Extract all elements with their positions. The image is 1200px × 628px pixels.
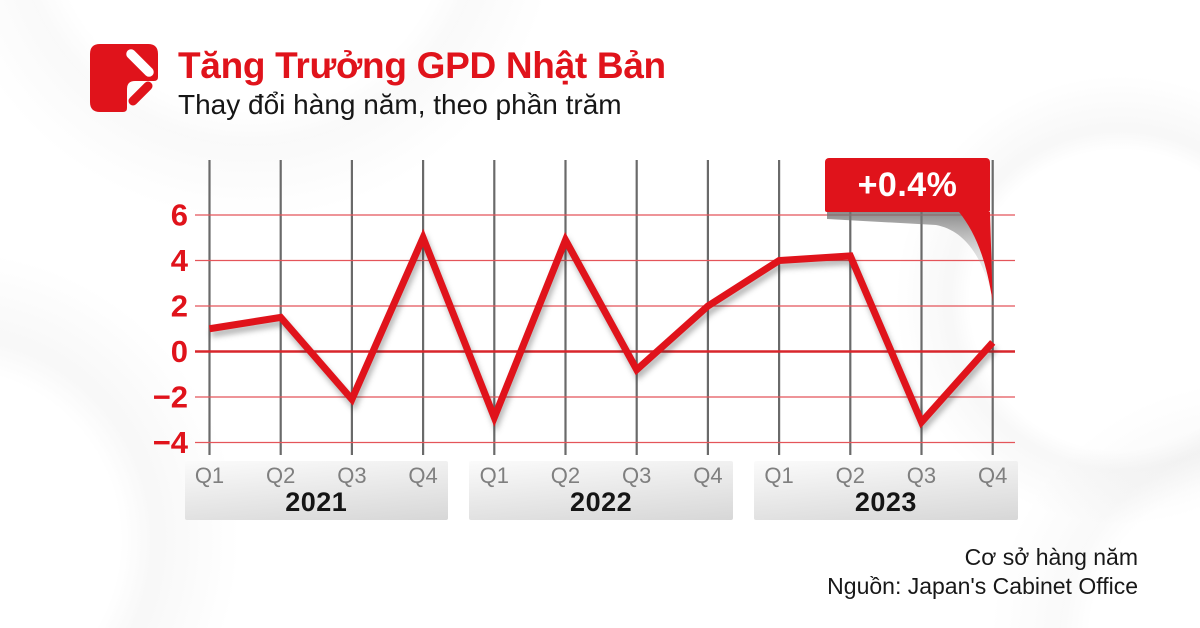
page-subtitle: Thay đổi hàng năm, theo phần trăm — [178, 89, 622, 120]
year-band-2023: Q1 Q2 Q3 Q4 2023 — [754, 461, 1018, 520]
quarter-label: Q1 — [479, 463, 509, 488]
y-tick-label: −4 — [153, 425, 189, 460]
source-note: Cơ sở hàng năm Nguồn: Japan's Cabinet Of… — [827, 543, 1138, 600]
year-label: 2023 — [854, 487, 917, 517]
quarter-label: Q2 — [550, 463, 581, 488]
year-band-2022: Q1 Q2 Q3 Q4 2022 — [469, 461, 733, 520]
quarter-label: Q3 — [337, 463, 367, 488]
source-line-basis: Cơ sở hàng năm — [964, 544, 1138, 570]
y-tick-label: 2 — [171, 289, 188, 324]
gdp-data-line — [208, 228, 996, 429]
year-label: 2021 — [285, 487, 348, 517]
year-band-2021: Q1 Q2 Q3 Q4 2021 — [184, 461, 449, 520]
y-tick-label: 6 — [171, 198, 188, 233]
callout-badge: +0.4% — [825, 158, 990, 212]
y-tick-label: −2 — [153, 380, 188, 415]
quarter-label: Q3 — [906, 463, 937, 488]
quarter-label: Q2 — [835, 463, 865, 488]
quarter-label: Q2 — [266, 463, 296, 488]
quarter-label: Q1 — [764, 463, 794, 488]
year-label: 2022 — [570, 487, 633, 517]
source-line-origin: Nguồn: Japan's Cabinet Office — [827, 572, 1138, 599]
quarter-label: Q1 — [194, 463, 225, 488]
quarter-label: Q4 — [408, 463, 438, 488]
quarter-label: Q3 — [622, 463, 652, 488]
y-tick-label: 4 — [171, 243, 189, 278]
brand-slash-logo-icon — [90, 44, 158, 112]
callout-pointer — [959, 212, 993, 302]
page-title: Tăng Trưởng GPD Nhật Bản — [178, 45, 666, 86]
quarter-label: Q4 — [693, 463, 723, 488]
callout-value: +0.4% — [857, 165, 958, 204]
y-tick-label: 0 — [171, 334, 188, 369]
quarter-label: Q4 — [978, 463, 1008, 488]
